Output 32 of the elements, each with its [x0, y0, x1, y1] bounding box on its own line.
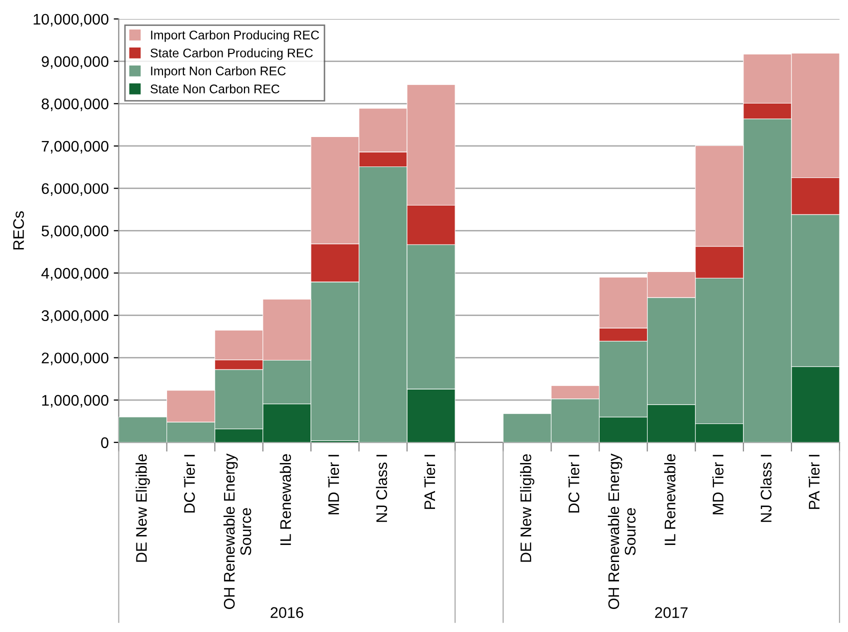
x-tick-label: NJ Class I — [376, 454, 388, 522]
y-tick-label: 0 — [101, 437, 108, 448]
x-tick-label: DE New Eligible — [520, 454, 534, 562]
text: 2017 — [655, 607, 688, 618]
x-tick-label: MD Tier I — [712, 454, 724, 514]
y-tick-label: 3,000,000 — [42, 310, 108, 323]
legend-label: Import Non Carbon REC — [151, 66, 286, 78]
legend-label: State Carbon Producing REC — [150, 48, 313, 60]
x-tick-label: IL Renewable — [664, 454, 676, 545]
y-tick-label: 7,000,000 — [42, 140, 108, 154]
x-tick-label: DC Tier I — [568, 454, 580, 513]
y-tick-label: 1,000,000 — [42, 394, 108, 408]
legend-label: State Non Carbon REC — [150, 84, 280, 94]
x-tick-label: IL Renewable — [280, 454, 292, 545]
y-tick-label: 6,000,000 — [42, 183, 108, 196]
y-axis-title: RECs — [13, 211, 24, 250]
text: 2016 — [270, 607, 304, 618]
legend-label: Import Carbon Producing REC — [151, 30, 320, 42]
x-tick-label: DE New Eligible — [136, 454, 150, 562]
y-tick-label: 9,000,000 — [42, 56, 108, 69]
x-tick-label: OH Renewable Energy Source — [608, 454, 636, 610]
y-tick-label: 8,000,000 — [42, 98, 108, 112]
x-tick-label: MD Tier I — [328, 454, 340, 514]
x-tick-label: OH Renewable Energy Source — [224, 454, 252, 610]
y-tick-label: 5,000,000 — [42, 226, 108, 238]
x-tick-label: PA Tier I — [424, 454, 436, 509]
x-tick-label: PA Tier I — [808, 454, 820, 509]
y-tick-label: 10,000,000 — [34, 14, 108, 26]
y-tick-label: 2,000,000 — [42, 352, 108, 366]
x-tick-label: DC Tier I — [184, 454, 195, 513]
y-tick-label: 4,000,000 — [41, 268, 108, 281]
x-tick-label: NJ Class I — [760, 454, 772, 522]
